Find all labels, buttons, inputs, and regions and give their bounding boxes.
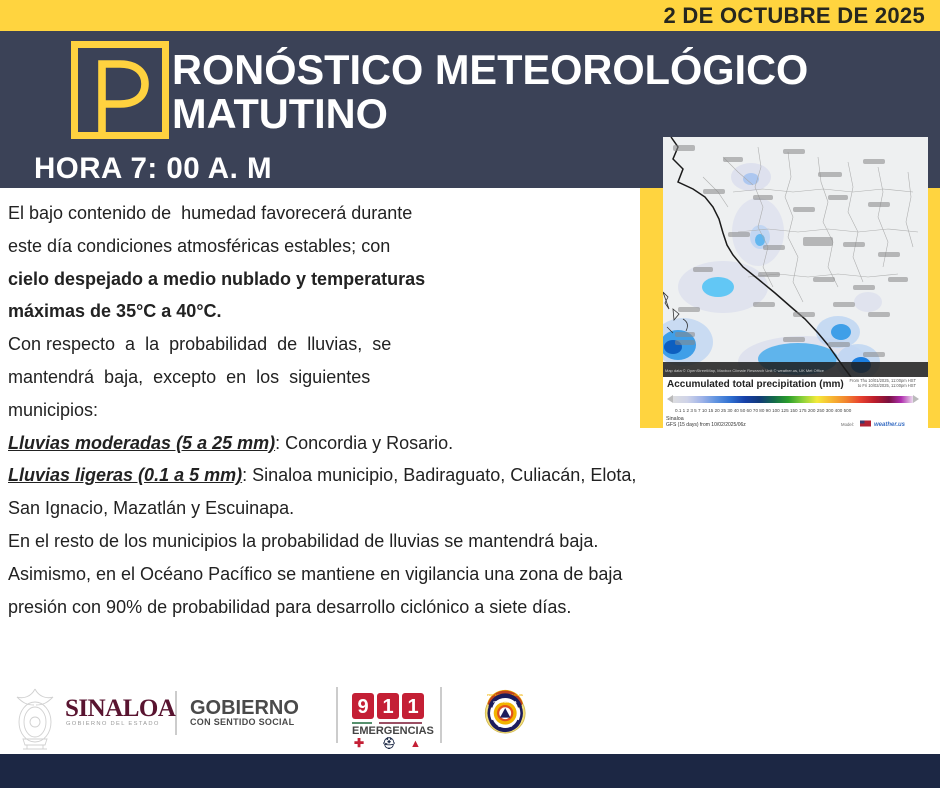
svg-text:weather.us: weather.us	[874, 422, 906, 428]
svg-text:SINALOA: SINALOA	[498, 724, 513, 728]
svg-text:GOBIERNO: GOBIERNO	[190, 697, 299, 719]
svg-text:CON SENTIDO SOCIAL: CON SENTIDO SOCIAL	[190, 717, 295, 727]
svg-text:0.1 1 2 3 5 7 10 15 20: 0.1 1 2 3 5 7 10 15 20 25 30 40 50 60 70…	[675, 408, 852, 413]
svg-text:Map data © OpenStreetMap, Maxb: Map data © OpenStreetMap, Maxbox Climate…	[665, 368, 825, 373]
svg-text:GOBIERNO DEL ESTADO: GOBIERNO DEL ESTADO	[66, 721, 160, 727]
svg-text:▲: ▲	[410, 738, 421, 750]
svg-text:SINALOA: SINALOA	[65, 695, 176, 722]
svg-text:1: 1	[407, 696, 418, 718]
svg-text:9: 9	[357, 696, 368, 718]
svg-text:PROTECCION CIVIL: PROTECCION CIVIL	[493, 701, 517, 704]
svg-text:to Fri 10/02/2025, 11:00pm HST: to Fri 10/02/2025, 11:00pm HST	[858, 383, 917, 388]
svg-text:Accumulated total precipitatio: Accumulated total precipitation (mm)	[667, 379, 844, 390]
svg-text:GFS (15 days) from 10/02/2025/: GFS (15 days) from 10/02/2025/06z	[666, 422, 746, 428]
svg-text:1: 1	[382, 696, 393, 718]
svg-text:Model:: Model:	[841, 422, 854, 427]
svg-text:✚: ✚	[354, 736, 364, 750]
svg-text:⛑: ⛑	[382, 737, 396, 750]
svg-text:EMERGENCIAS: EMERGENCIAS	[352, 725, 434, 737]
